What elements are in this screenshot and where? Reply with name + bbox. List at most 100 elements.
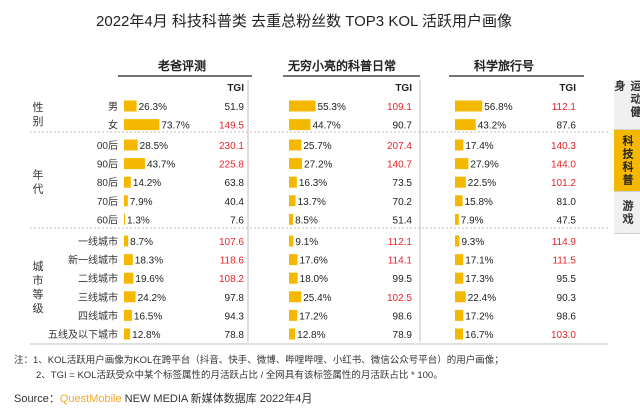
bar-value-label: 22.4% [468, 293, 496, 304]
bar [124, 213, 125, 225]
bar [455, 158, 469, 170]
bar-value-label: 22.5% [468, 178, 496, 189]
tgi-value: 97.8 [225, 293, 245, 304]
bar-value-label: 73.7% [161, 121, 189, 132]
bar-value-label: 26.3% [139, 102, 167, 113]
bar-value-label: 7.9% [130, 197, 153, 208]
bar-value-label: 8.5% [295, 215, 318, 226]
bar [124, 119, 160, 131]
bar [455, 139, 464, 151]
bar-value-label: 8.7% [130, 237, 153, 248]
bar-value-label: 18.0% [300, 274, 328, 285]
tgi-value: 98.6 [557, 311, 577, 322]
bar [289, 176, 297, 188]
source-rest: NEW MEDIA 新媒体数据库 2022年4月 [121, 393, 313, 405]
tgi-value: 118.6 [220, 256, 245, 267]
tgi-header-2: TGI [559, 83, 576, 94]
category-label: 新一线城市 [68, 254, 118, 267]
bar [289, 158, 303, 170]
bar [289, 213, 294, 225]
tgi-value: 81.0 [557, 197, 577, 208]
bar-value-label: 14.2% [133, 178, 161, 189]
bar-value-label: 18.3% [135, 256, 163, 267]
category-label: 90后 [97, 159, 118, 171]
bar [289, 291, 302, 303]
bar-value-label: 17.6% [299, 256, 327, 267]
bar [289, 139, 302, 151]
tgi-value: 140.7 [387, 160, 412, 171]
bar-value-label: 17.4% [465, 141, 493, 152]
bar-value-label: 56.8% [484, 102, 512, 113]
tgi-value: 90.7 [393, 121, 413, 132]
tab-games[interactable]: 游戏 [614, 192, 640, 234]
tgi-value: 63.8 [225, 178, 245, 189]
tab-tech-science[interactable]: 科技科普 [614, 130, 640, 192]
category-label: 男 [108, 101, 118, 113]
category-label: 三线城市 [78, 291, 118, 304]
bar [455, 235, 460, 247]
bar-value-label: 17.2% [299, 311, 327, 322]
tgi-value: 103.0 [551, 330, 576, 341]
bar [289, 195, 296, 207]
category-label: 00后 [97, 140, 118, 152]
tgi-value: 149.5 [219, 121, 244, 132]
tgi-value: 99.5 [393, 274, 413, 285]
chart-title: 2022年4月 科技科普类 去重总粉丝数 TOP3 KOL 活跃用户画像 [96, 13, 512, 30]
tgi-value: 51.4 [393, 215, 413, 226]
bar-value-label: 16.3% [299, 178, 327, 189]
tgi-value: 140.3 [551, 141, 576, 152]
bar [455, 176, 466, 188]
bar [289, 254, 298, 266]
category-label: 70后 [97, 196, 118, 208]
bar-value-label: 12.8% [132, 330, 160, 341]
series-header-2: 科学旅行号 [474, 58, 534, 73]
note-1: 注：1、KOL活跃用户画像为KOL在跨平台（抖音、快手、微博、哔哩哔哩、小红书、… [14, 355, 504, 366]
bar [124, 254, 133, 266]
tgi-value: 114.1 [388, 256, 413, 267]
tgi-value: 78.9 [393, 330, 413, 341]
tgi-header-1: TGI [395, 83, 412, 94]
bar [455, 272, 464, 284]
bar [455, 309, 464, 321]
bar-value-label: 27.2% [304, 160, 332, 171]
tgi-value: 40.4 [225, 197, 245, 208]
bar-value-label: 19.6% [135, 274, 163, 285]
bar-value-label: 43.7% [147, 160, 175, 171]
tgi-value: 114.9 [552, 237, 577, 248]
bar [124, 195, 128, 207]
group-label-2: 城市等级 [33, 260, 44, 315]
bar [124, 272, 134, 284]
bar-value-label: 9.3% [461, 237, 484, 248]
series-header-0: 老爸评测 [158, 58, 206, 73]
bar-value-label: 15.8% [465, 197, 493, 208]
tgi-value: 95.5 [557, 274, 577, 285]
bar-value-label: 55.3% [318, 102, 346, 113]
tgi-value: 51.9 [225, 102, 245, 113]
bar-value-label: 28.5% [140, 141, 168, 152]
tgi-value: 7.6 [230, 215, 244, 226]
tgi-value: 108.2 [219, 274, 244, 285]
bar-value-label: 17.3% [465, 274, 493, 285]
category-tabs: 运动健身 科技科普 游戏 [613, 80, 640, 234]
bar [124, 139, 138, 151]
bar-value-label: 17.1% [465, 256, 493, 267]
bar [124, 100, 137, 112]
group-label-0: 性别 [33, 100, 44, 128]
bar [455, 100, 483, 112]
tgi-value: 47.5 [557, 215, 577, 226]
tgi-value: 107.6 [219, 237, 244, 248]
tgi-value: 98.6 [393, 311, 413, 322]
bar-value-label: 9.1% [295, 237, 318, 248]
note-2: 2、TGI = KOL活跃受众中某个标签属性的月活跃占比 / 全网具有该标签属性… [36, 370, 443, 381]
tgi-header-0: TGI [227, 83, 244, 94]
bar [455, 119, 476, 131]
group-label-1: 年代 [33, 168, 44, 196]
bar [455, 291, 466, 303]
bar-value-label: 7.9% [461, 215, 484, 226]
bar [124, 309, 132, 321]
series-header-1: 无穷小亮的科普日常 [287, 58, 396, 73]
bar [124, 235, 129, 247]
bar [124, 291, 136, 303]
tab-sports-fitness[interactable]: 运动健身 [613, 80, 640, 130]
